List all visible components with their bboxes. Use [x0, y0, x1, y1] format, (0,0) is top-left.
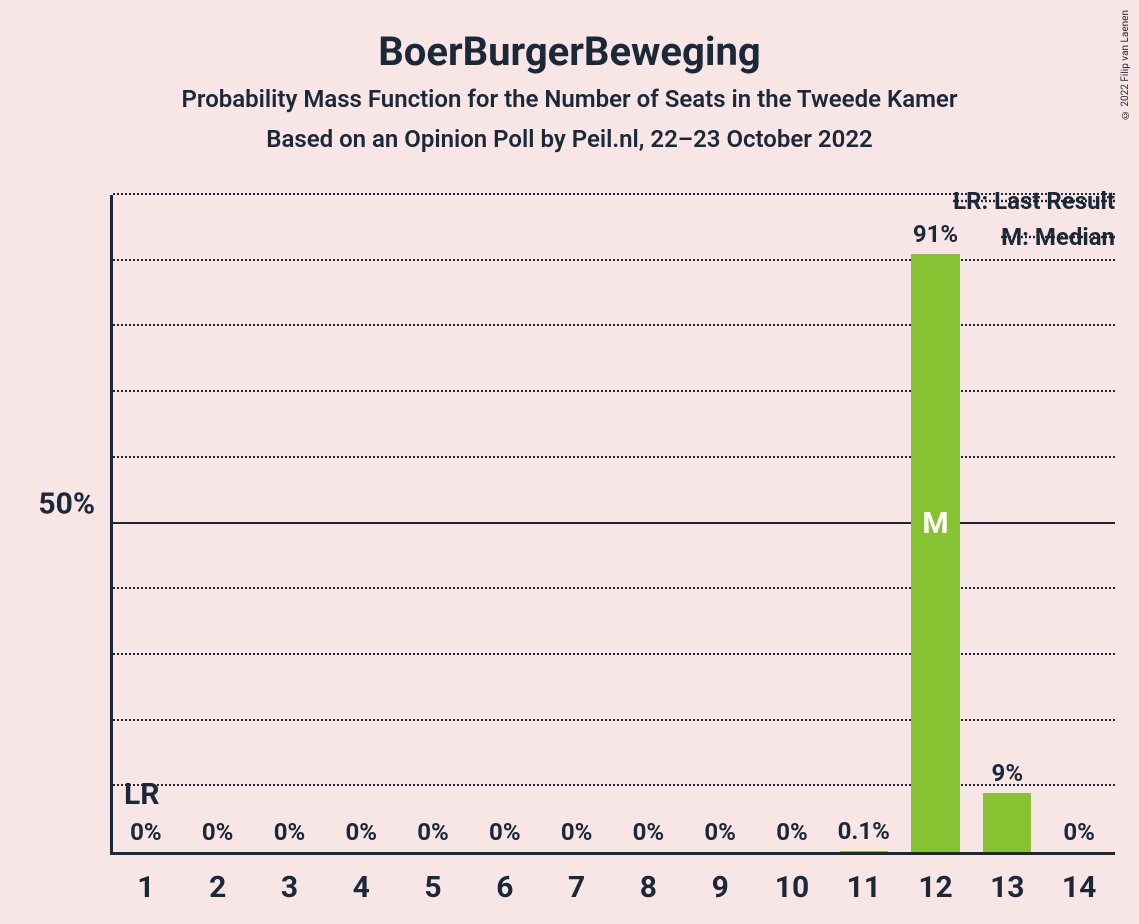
bar-slot: 0%7	[541, 195, 613, 852]
x-tick-label: 7	[541, 870, 613, 905]
x-tick-label: 11	[828, 870, 900, 905]
bars-group: 0%1LR0%20%30%40%50%60%70%80%90%100.1%119…	[110, 195, 1115, 852]
x-tick-label: 14	[1043, 870, 1115, 905]
x-tick-label: 13	[971, 870, 1043, 905]
x-tick-label: 6	[469, 870, 541, 905]
x-tick-label: 5	[397, 870, 469, 905]
x-tick-label: 1	[110, 870, 182, 905]
x-tick-label: 3	[254, 870, 326, 905]
bar-value-label: 9%	[971, 759, 1043, 787]
x-tick-label: 8	[613, 870, 685, 905]
x-tick-label: 12	[900, 870, 972, 905]
median-marker: M	[900, 506, 972, 541]
bar-value-label: 0%	[1043, 818, 1115, 846]
bar-value-label: 0%	[254, 818, 326, 846]
legend-last-result: LR: Last Result	[953, 187, 1115, 215]
last-result-marker: LR	[124, 777, 159, 812]
bar-slot: 0.1%11	[828, 195, 900, 852]
bar-value-label: 91%	[900, 220, 972, 248]
plot-area: 50% 0%1LR0%20%30%40%50%60%70%80%90%100.1…	[110, 195, 1115, 855]
y-axis-label-50: 50%	[38, 486, 95, 521]
bar	[911, 254, 959, 852]
bar-value-label: 0%	[541, 818, 613, 846]
bar-slot: 0%3	[254, 195, 326, 852]
bar-value-label: 0%	[613, 818, 685, 846]
bar-slot: 0%5	[397, 195, 469, 852]
x-tick-label: 4	[325, 870, 397, 905]
legend-median: M: Median	[1001, 223, 1115, 251]
bar-value-label: 0%	[397, 818, 469, 846]
bar-value-label: 0%	[469, 818, 541, 846]
x-axis	[110, 852, 1115, 855]
x-tick-label: 9	[684, 870, 756, 905]
bar-slot: 9%13	[971, 195, 1043, 852]
copyright-text: © 2022 Filip van Laenen	[1120, 10, 1131, 120]
x-tick-label: 2	[182, 870, 254, 905]
bar-value-label: 0%	[684, 818, 756, 846]
chart-subtitle-2: Based on an Opinion Poll by Peil.nl, 22–…	[0, 125, 1139, 153]
bar-value-label: 0%	[182, 818, 254, 846]
bar-value-label: 0%	[756, 818, 828, 846]
bar-slot: 0%6	[469, 195, 541, 852]
bar-slot: 91%12M	[900, 195, 972, 852]
chart-subtitle: Probability Mass Function for the Number…	[0, 85, 1139, 113]
bar-slot: 0%4	[325, 195, 397, 852]
bar-slot: 0%1LR	[110, 195, 182, 852]
chart-title: BoerBurgerBeweging	[0, 0, 1139, 75]
bar	[983, 793, 1031, 852]
x-tick-label: 10	[756, 870, 828, 905]
bar-slot: 0%9	[684, 195, 756, 852]
bar-slot: 0%8	[613, 195, 685, 852]
bar-value-label: 0.1%	[828, 817, 900, 845]
bar-slot: 0%14	[1043, 195, 1115, 852]
bar-slot: 0%10	[756, 195, 828, 852]
bar-value-label: 0%	[325, 818, 397, 846]
chart-container: BoerBurgerBeweging Probability Mass Func…	[0, 0, 1139, 924]
bar	[840, 851, 888, 852]
bar-value-label: 0%	[110, 818, 182, 846]
bar-slot: 0%2	[182, 195, 254, 852]
